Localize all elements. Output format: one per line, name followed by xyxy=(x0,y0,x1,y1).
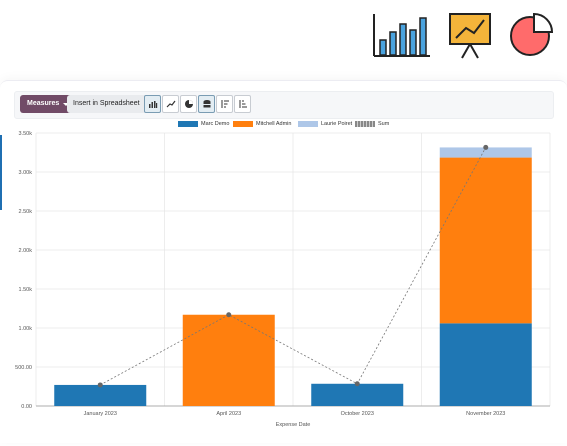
legend-swatch xyxy=(355,121,375,127)
caret-down-icon xyxy=(63,102,70,106)
x-axis-label: Expense Date xyxy=(276,422,311,428)
x-tick-label: January 2023 xyxy=(84,411,117,417)
legend-label: Marc Demo xyxy=(201,121,230,127)
y-tick-label: 500.00 xyxy=(15,365,32,371)
y-tick-label: 2.50k xyxy=(19,209,33,215)
legend-item[interactable]: Marc Demo xyxy=(178,121,229,127)
pie-chart-toggle[interactable] xyxy=(180,95,197,113)
graph-toolbar: Measures Insert in Spreadsheet xyxy=(14,91,554,119)
legend-swatch xyxy=(298,121,318,127)
y-tick-label: 0.00 xyxy=(21,404,32,410)
line-chart-icon xyxy=(166,100,175,108)
legend-item[interactable]: Mitchell Admin xyxy=(233,121,291,127)
y-tick-label: 1.50k xyxy=(19,287,33,293)
y-tick-label: 1.00k xyxy=(19,326,33,332)
y-tick-label: 2.00k xyxy=(19,248,33,254)
insert-spreadsheet-button[interactable]: Insert in Spreadsheet xyxy=(67,95,146,113)
legend-item[interactable]: Laurie Poiret xyxy=(298,121,352,127)
legend-swatch xyxy=(233,121,253,127)
bar-segment xyxy=(439,147,532,158)
bar-chart-icon xyxy=(373,14,430,57)
pie-chart-icon xyxy=(510,12,554,56)
pie-chart-icon xyxy=(184,100,193,108)
bar-chart-toggle[interactable] xyxy=(144,95,161,113)
bar-segment xyxy=(439,323,532,406)
line-chart-toggle[interactable] xyxy=(162,95,179,113)
y-tick-label: 3.50k xyxy=(19,131,33,137)
x-tick-label: November 2023 xyxy=(466,411,505,417)
sum-point xyxy=(483,144,489,150)
legend-label: Sum xyxy=(378,121,390,127)
x-tick-label: April 2023 xyxy=(216,411,241,417)
sort-ascending-toggle[interactable] xyxy=(234,95,251,113)
x-tick-label: October 2023 xyxy=(341,411,374,417)
sum-point xyxy=(97,382,103,388)
bar-chart-icon xyxy=(148,101,157,108)
chart-legend: Marc Demo Mitchell Admin Laurie Poiret S… xyxy=(0,121,567,131)
bar-segment xyxy=(311,383,404,406)
stacked-icon xyxy=(203,100,210,108)
sum-point xyxy=(354,381,360,387)
top-icon-row xyxy=(370,8,560,64)
legend-swatch xyxy=(178,121,198,127)
stacked-toggle[interactable] xyxy=(198,95,215,113)
measures-label: Measures xyxy=(27,100,60,107)
sort-descending-icon xyxy=(221,100,229,108)
measures-button[interactable]: Measures xyxy=(20,95,77,113)
legend-label: Mitchell Admin xyxy=(256,121,292,127)
presentation-chart-icon xyxy=(449,13,491,59)
bar-segment xyxy=(439,157,532,324)
bar-segment xyxy=(54,384,147,406)
sum-point xyxy=(226,312,232,318)
sort-ascending-icon xyxy=(239,100,247,108)
bar-segment xyxy=(182,314,275,406)
sum-line xyxy=(100,147,487,386)
y-tick-label: 3.00k xyxy=(19,170,33,176)
left-accent-bar xyxy=(0,135,2,210)
legend-label: Laurie Poiret xyxy=(321,121,353,127)
sort-descending-toggle[interactable] xyxy=(216,95,233,113)
legend-item[interactable]: Sum xyxy=(355,121,389,127)
